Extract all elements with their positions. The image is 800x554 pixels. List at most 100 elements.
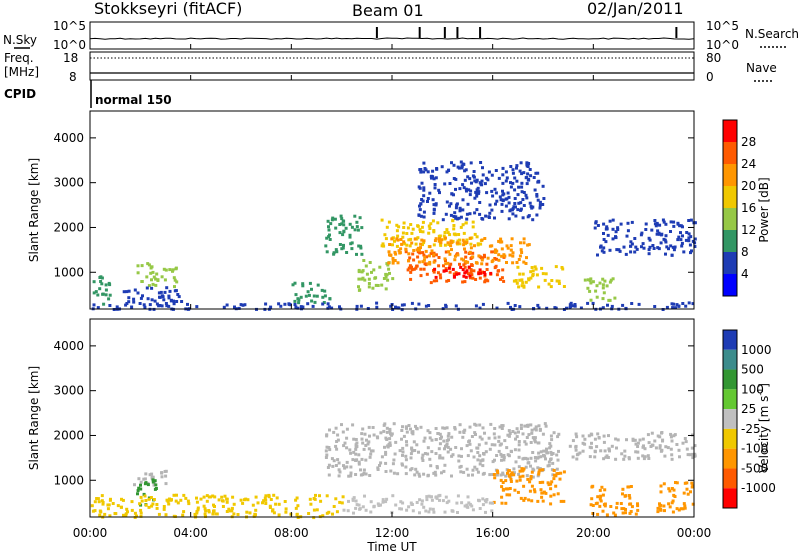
heatmap-cell — [449, 262, 453, 266]
heatmap-cell — [529, 475, 533, 478]
heatmap-cell — [647, 236, 651, 240]
heatmap-cell — [627, 457, 631, 461]
heatmap-cell — [457, 166, 461, 170]
heatmap-cell — [455, 217, 459, 221]
heatmap-cell — [473, 465, 477, 469]
heatmap-cell — [328, 233, 331, 237]
heatmap-cell — [186, 302, 189, 306]
heatmap-cell — [149, 271, 153, 275]
heatmap-cell — [409, 427, 412, 431]
heatmap-cell — [484, 441, 488, 445]
heatmap-cell — [541, 468, 545, 472]
heatmap-cell — [464, 187, 468, 191]
heatmap-cell — [412, 249, 416, 252]
heatmap-cell — [166, 499, 170, 503]
heatmap-cell — [509, 449, 513, 453]
heatmap-cell — [325, 445, 329, 449]
heatmap-cell — [384, 500, 388, 504]
heatmap-cell — [506, 433, 510, 437]
heatmap-cell — [657, 232, 661, 236]
heatmap-cell — [144, 503, 148, 507]
heatmap-cell — [324, 456, 328, 459]
heatmap-cell — [402, 240, 406, 244]
heatmap-cell — [549, 450, 553, 454]
heatmap-cell — [357, 460, 361, 464]
heatmap-cell — [396, 261, 400, 265]
velocity-colorbar-segment — [723, 330, 737, 350]
heatmap-cell — [473, 196, 477, 200]
heatmap-cell — [522, 260, 526, 264]
heatmap-cell — [334, 248, 338, 252]
heatmap-cell — [674, 306, 677, 310]
heatmap-cell — [513, 448, 517, 452]
heatmap-cell — [397, 306, 401, 310]
heatmap-cell — [401, 453, 404, 457]
heatmap-cell — [393, 250, 397, 254]
heatmap-cell — [333, 217, 337, 221]
heatmap-cell — [607, 447, 611, 451]
x-tick-label: 20:00 — [576, 526, 611, 540]
heatmap-cell — [492, 473, 496, 476]
heatmap-cell — [495, 273, 499, 277]
heatmap-cell — [412, 267, 416, 271]
x-tick-label: 16:00 — [475, 526, 510, 540]
heatmap-cell — [435, 167, 439, 170]
heatmap-cell — [462, 258, 465, 262]
heatmap-cell — [647, 441, 651, 445]
heatmap-cell — [458, 242, 462, 246]
heatmap-cell — [642, 444, 645, 448]
heatmap-cell — [529, 477, 533, 481]
heatmap-cell — [411, 252, 415, 256]
heatmap-cell — [441, 499, 445, 503]
heatmap-cell — [539, 455, 543, 459]
heatmap-cell — [499, 237, 503, 241]
heatmap-cell — [400, 308, 404, 312]
heatmap-cell — [422, 439, 426, 443]
heatmap-cell — [391, 494, 395, 498]
heatmap-cell — [382, 277, 386, 280]
heatmap-cell — [517, 185, 521, 189]
power-colorbar-segment — [723, 164, 737, 186]
heatmap-cell — [404, 458, 408, 462]
heatmap-cell — [450, 161, 453, 165]
heatmap-cell — [595, 445, 599, 449]
heatmap-cell — [398, 251, 402, 255]
heatmap-cell — [525, 256, 528, 260]
heatmap-cell — [419, 202, 423, 206]
heatmap-cell — [690, 446, 694, 450]
heatmap-cell — [535, 194, 539, 198]
heatmap-cell — [615, 506, 619, 510]
heatmap-cell — [327, 473, 331, 477]
heatmap-cell — [312, 294, 316, 298]
heatmap-cell — [613, 296, 617, 300]
heatmap-cell — [534, 428, 538, 432]
heatmap-cell — [495, 473, 499, 477]
heatmap-cell — [505, 197, 509, 201]
heatmap-cell — [361, 473, 365, 477]
heatmap-cell — [325, 250, 329, 254]
heatmap-cell — [659, 507, 662, 511]
heatmap-cell — [393, 239, 396, 243]
heatmap-cell — [499, 442, 503, 446]
heatmap-cell — [429, 464, 433, 468]
heatmap-cell — [391, 462, 395, 466]
heatmap-cell — [411, 227, 415, 231]
heatmap-cell — [586, 301, 590, 305]
velocity-colorbar-label: Velocity [m s-1] — [756, 383, 771, 473]
heatmap-cell — [423, 255, 427, 259]
heatmap-cell — [330, 457, 334, 461]
heatmap-cell — [451, 219, 455, 223]
heatmap-cell — [165, 304, 169, 308]
heatmap-cell — [254, 495, 258, 499]
heatmap-cell — [320, 288, 324, 292]
heatmap-cell — [409, 277, 413, 281]
heatmap-cell — [605, 284, 609, 288]
heatmap-cell — [379, 503, 382, 507]
heatmap-cell — [140, 499, 144, 503]
heatmap-cell — [683, 437, 687, 440]
heatmap-cell — [207, 495, 211, 499]
heatmap-cell — [160, 304, 164, 308]
heatmap-cell — [96, 293, 100, 297]
heatmap-cell — [372, 268, 376, 272]
heatmap-cell — [670, 439, 674, 443]
